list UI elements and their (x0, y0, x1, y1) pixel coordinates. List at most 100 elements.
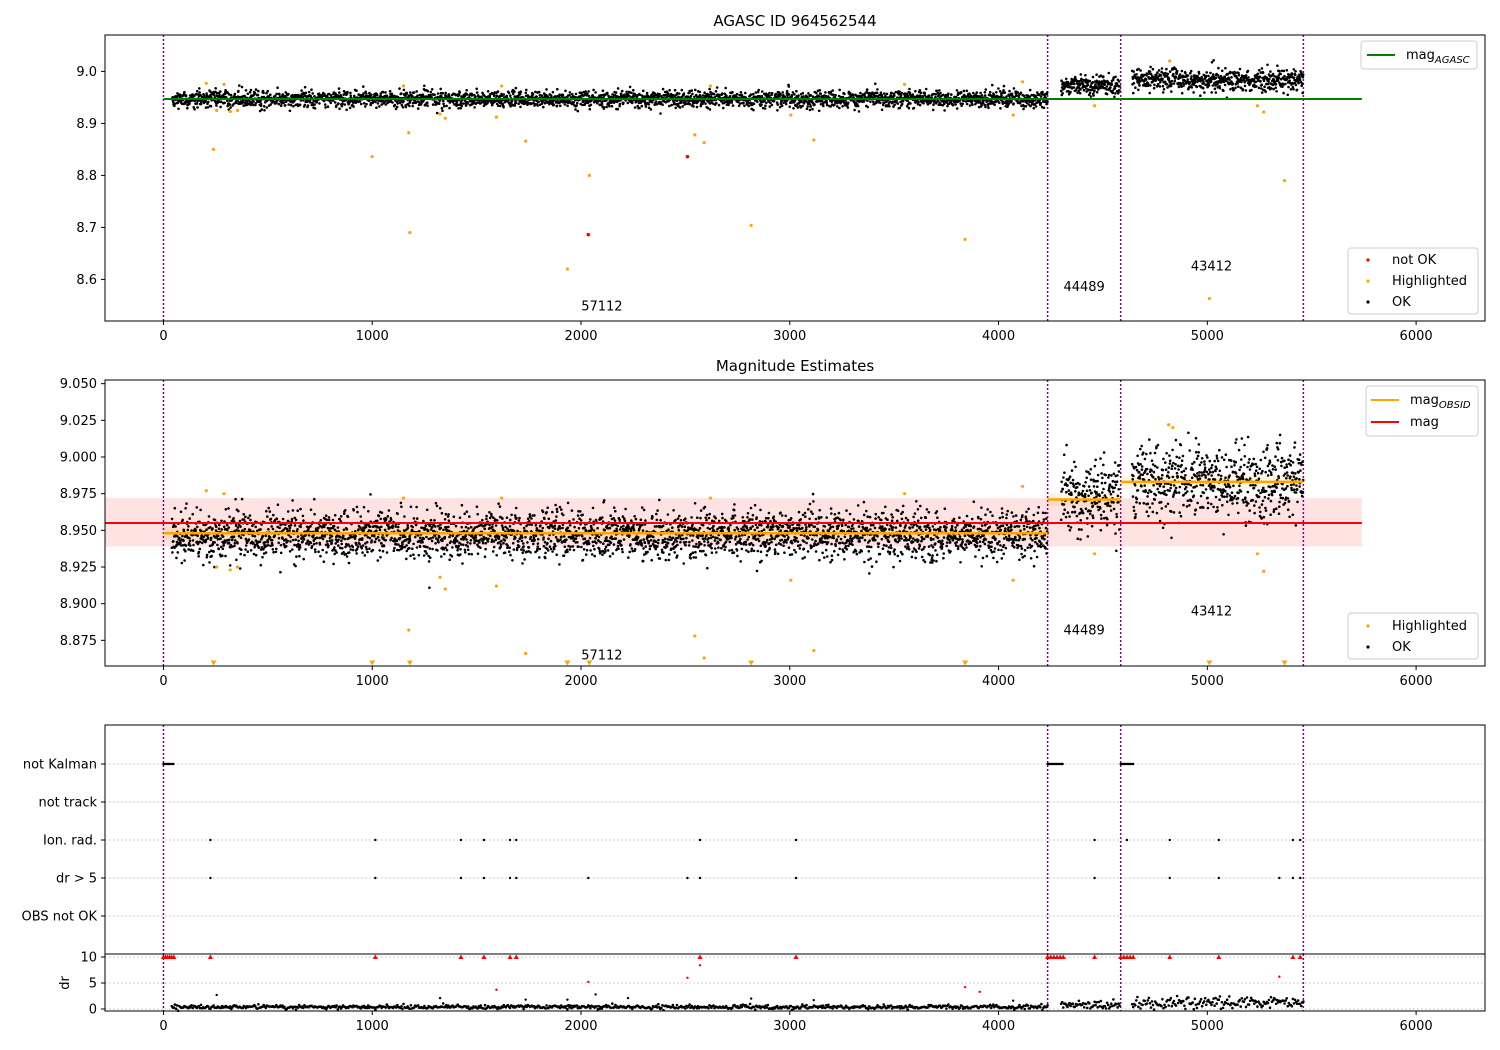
panel2-ok-point (170, 517, 174, 521)
panel2-ok-point (266, 515, 269, 518)
panel1-ok-point (564, 100, 568, 103)
panel1-ok-point (263, 109, 266, 112)
panel1-ok-point (818, 95, 821, 98)
panel2-ok-point (252, 541, 255, 545)
panel1-ok-point (502, 105, 505, 109)
panel2-ok-point (456, 548, 459, 552)
panel1-ok-point (414, 101, 418, 105)
panel2-ok-point (296, 528, 299, 531)
panel1-ok-point (1148, 91, 1151, 95)
panel1-ok-point (1270, 87, 1273, 90)
panel2-ok-point (394, 525, 398, 528)
panel1-ok-point (315, 101, 319, 104)
panel1-ok-point (704, 102, 707, 105)
panel1-ok-point (1095, 90, 1099, 94)
panel1-ok-point (724, 86, 727, 90)
panel1-ok-point (219, 100, 223, 103)
panel1-ok-point (1300, 84, 1303, 87)
panel1-ok-point (276, 86, 279, 89)
panel1-ok-point (402, 88, 406, 92)
legend-marker-not-ok (1366, 258, 1370, 262)
panel1-ok-point (671, 93, 675, 97)
panel1-ok-point (1088, 91, 1092, 95)
panel2-ok-point (454, 524, 458, 528)
panel1-ok-point (1290, 73, 1294, 77)
panel1-ok-point (207, 100, 210, 104)
panel2-ok-point (474, 536, 478, 539)
panel1-ok-point (1079, 88, 1082, 91)
panel1-ok-point (1165, 67, 1168, 71)
panel1-ok-point (517, 95, 520, 99)
panel1-ok-point (918, 103, 922, 107)
panel2-ok-point (298, 543, 302, 547)
panel1-ok-point (361, 94, 365, 98)
panel1-ok-point (654, 100, 658, 103)
panel1-ok-point (543, 101, 547, 105)
panel1-ok-point (909, 102, 912, 105)
panel2-ok-point (376, 535, 380, 539)
panel1-ok-point (559, 104, 562, 108)
panel1-ok-point (252, 100, 255, 103)
legend-label-highlighted: Highlighted (1392, 274, 1467, 289)
panel1-ok-point (367, 99, 371, 102)
panel1-ok-point (348, 106, 352, 110)
panel1-ok-point (829, 90, 833, 94)
panel1-ok-point (1134, 86, 1137, 89)
panel2-ok-point (199, 508, 202, 512)
panel1-ok-point (960, 91, 963, 94)
panel1-ok-point (1207, 83, 1211, 87)
panel1-ok-point (244, 89, 248, 92)
panel1-ok-point (287, 92, 290, 96)
panel2-ok-point (185, 502, 188, 505)
panel1-highlighted-point (204, 81, 208, 85)
panel1-ok-point (1217, 66, 1220, 70)
panel1-ok-point (1002, 89, 1005, 92)
panel2-ok-point (399, 501, 403, 505)
panel2-ok-point (309, 524, 312, 528)
panel1-ok-point (601, 100, 604, 103)
panel2-ok-point (279, 543, 283, 547)
panel1-ok-point (1042, 106, 1046, 110)
panel2-ok-point (278, 526, 281, 530)
panel1-ok-point (1151, 67, 1155, 71)
panel1-ok-point (714, 90, 718, 93)
panel2-ok-point (205, 528, 208, 531)
panel1-ok-point (846, 101, 850, 105)
panel2-ok-point (381, 549, 385, 553)
panel2-ok-point (341, 547, 344, 550)
panel2-ok-point (389, 518, 393, 521)
panel1-ok-point (376, 94, 379, 97)
panel1-ok-point (938, 89, 941, 92)
panel2-ok-point (438, 535, 441, 539)
panel1-ok-point (690, 89, 694, 92)
panel2-ok-point (468, 515, 471, 518)
panel2-ok-point (430, 539, 434, 543)
panel1-ok-point (303, 85, 307, 89)
panel2-ok-point (357, 528, 360, 531)
panel2-ok-point (321, 537, 325, 541)
panel1-ok-point (1107, 71, 1111, 75)
panel1-ok-point (769, 101, 772, 105)
panel2-ok-point (469, 542, 472, 545)
panel2-ok-point (198, 540, 202, 544)
panel1-ok-point (831, 93, 835, 96)
panel1-ok-point (1258, 68, 1261, 72)
panel2-ok-point (347, 561, 351, 565)
panel1-ok-point (752, 102, 756, 106)
panel1-ok-point (919, 91, 923, 94)
panel1-ok-point (1024, 104, 1028, 108)
panel1-ok-point (542, 105, 545, 109)
panel2-ok-point (264, 534, 268, 538)
panel1-ok-point (526, 103, 529, 107)
panel1-ok-point (1069, 90, 1072, 94)
panel1-ok-point (701, 94, 705, 97)
panel1-ok-point (1262, 79, 1266, 83)
panel1-ok-point (495, 94, 499, 98)
panel1-ok-point (284, 100, 288, 104)
panel1-ok-point (1288, 79, 1291, 82)
panel1-ok-point (1010, 92, 1014, 96)
panel2-ok-point (247, 516, 250, 520)
panel1-ok-point (433, 93, 436, 96)
panel1-ok-point (398, 101, 402, 105)
panel1-ok-point (324, 106, 327, 109)
